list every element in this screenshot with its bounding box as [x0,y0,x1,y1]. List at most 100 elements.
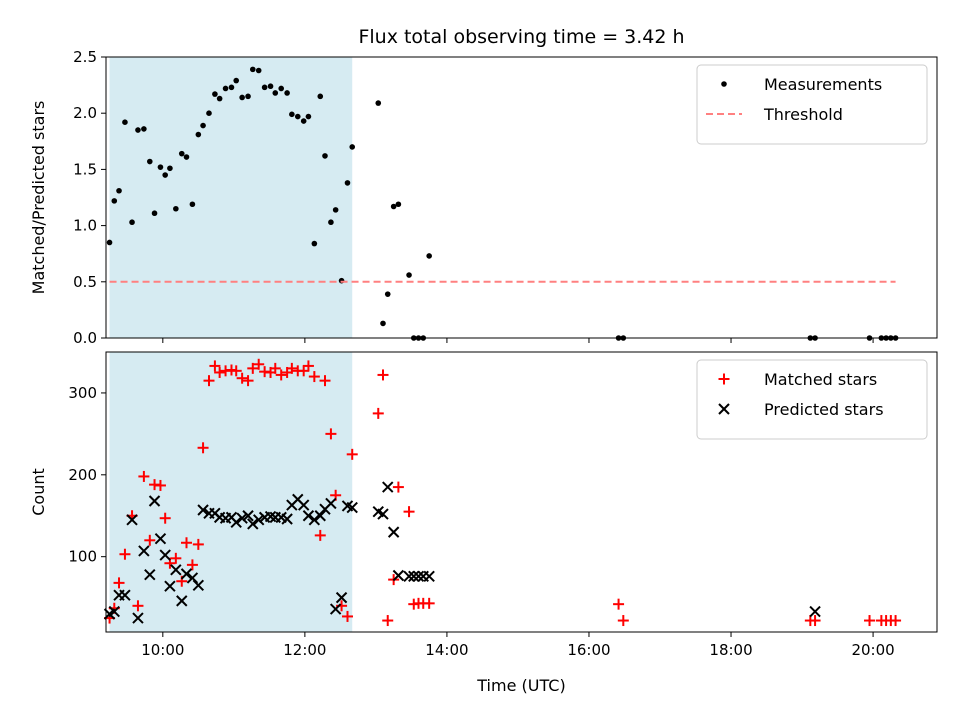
axes-frame [105,56,938,339]
measurement-point [195,131,202,138]
top-panel: 0.0 0.5 1.0 1.5 2.0 2.5 Flux total observing t… [29,26,938,347]
predicted-star-marker [314,510,326,522]
measurement-point [200,122,206,129]
matched-star-marker [613,598,625,610]
measurement-point [255,67,262,74]
predicted-star-stroke-b [392,569,405,582]
legend-label: Threshold [763,105,843,124]
y-axis-label: Count [29,468,48,516]
measurement-point [239,94,245,101]
matched-star-marker [269,362,281,374]
predicted-star-marker [335,591,348,604]
y-tick-label: 0.5 [73,273,97,291]
matched-star-marker [372,407,384,419]
legend-measurement-marker [721,81,727,87]
matched-star-marker [864,615,876,627]
measurement-point [111,198,118,204]
x-tick-label: 12:00 [283,641,326,659]
predicted-star-stroke-b [423,570,435,583]
y-tick-label: 300 [68,384,97,402]
measurement-point [122,119,128,125]
predicted-star-marker [423,570,435,583]
matched-star-marker [138,470,150,482]
predicted-star-stroke-b [346,501,358,514]
measurement-point [173,205,179,212]
y-tick-label: 2.5 [73,48,97,66]
measurement-point [222,85,229,92]
predicted-star-stroke-b [252,514,265,526]
predicted-star-marker [170,564,182,576]
predicted-star-stroke-b [275,511,287,524]
matched-star-marker [197,442,209,454]
measurement-point [426,253,432,259]
predicted-star-stroke-b [138,545,150,557]
legend-label: Predicted stars [764,400,884,419]
predicted-star-stroke-b [302,510,315,522]
predicted-star-marker [387,526,400,538]
predicted-star-stroke-b [154,532,167,545]
predicted-star-marker [164,580,176,592]
predicted-star-marker [329,603,342,615]
legend: Matched stars Predicted stars [696,359,928,440]
predicted-star-stroke-b [281,513,293,525]
measurement-point [151,210,158,217]
predicted-star-marker [242,510,254,522]
predicted-star-marker [154,532,167,545]
predicted-star-stroke-b [159,549,171,561]
measurement-point [267,83,274,90]
predicted-star-stroke-b [170,564,182,576]
predicted-star-stroke-b [119,589,131,601]
predicted-star-stroke-b [403,570,415,583]
legend-label: Measurements [764,75,882,94]
measurement-point [406,272,412,278]
measurement-point [106,239,113,246]
predicted-star-stroke-b [180,568,193,580]
predicted-star-stroke-b [264,510,277,523]
predicted-star-stroke-b [236,512,248,524]
predicted-star-marker [308,514,321,526]
y-axis-label: Matched/Predicted stars [29,101,48,295]
measurement-point [390,203,397,210]
matched-star-marker [209,360,221,372]
measurement-point [146,158,153,165]
measurement-point [135,127,141,133]
predicted-star-stroke-b [372,505,384,518]
predicted-star-marker [412,570,425,583]
predicted-star-stroke-b [325,497,337,510]
shaded-region [109,57,353,338]
predicted-star-marker [325,497,337,510]
predicted-star-marker [403,570,415,583]
predicted-star-marker [809,605,821,618]
x-tick-label: 18:00 [709,641,752,659]
predicted-star-marker [119,589,131,601]
measurement-point [228,84,235,91]
predicted-star-stroke-b [242,510,254,522]
matched-star-marker [203,375,215,387]
measurement-point [284,90,290,96]
measurement-point [129,219,135,226]
matched-star-marker [113,577,125,589]
matched-star-marker [382,615,394,627]
predicted-star-marker [297,499,310,511]
measurement-point [332,207,339,213]
matched-star-marker [392,481,404,493]
matched-star-marker [403,506,415,518]
predicted-star-stroke-b [126,514,138,526]
predicted-star-marker [138,545,150,557]
predicted-star-stroke-b [230,516,242,528]
matched-star-marker [809,615,821,627]
y-tick-label: 2.0 [73,104,97,122]
matched-star-marker [890,615,902,627]
measurement-point [349,144,356,150]
predicted-star-stroke-b [297,499,310,511]
measurement-point [344,180,351,186]
predicted-star-stroke-b [176,595,188,607]
measurement-point [322,153,328,159]
chart-title: Flux total observing time = 3.42 h [358,26,684,48]
legend: Measurements Threshold [696,64,928,145]
bottom-panel: 100 200 300 10:00 12:00 14:00 16:00 18:00 20:00 C… [29,351,938,695]
measurement-point [162,172,168,178]
measurement-point [249,66,256,73]
predicted-star-marker [144,568,156,581]
predicted-star-marker [192,579,205,592]
